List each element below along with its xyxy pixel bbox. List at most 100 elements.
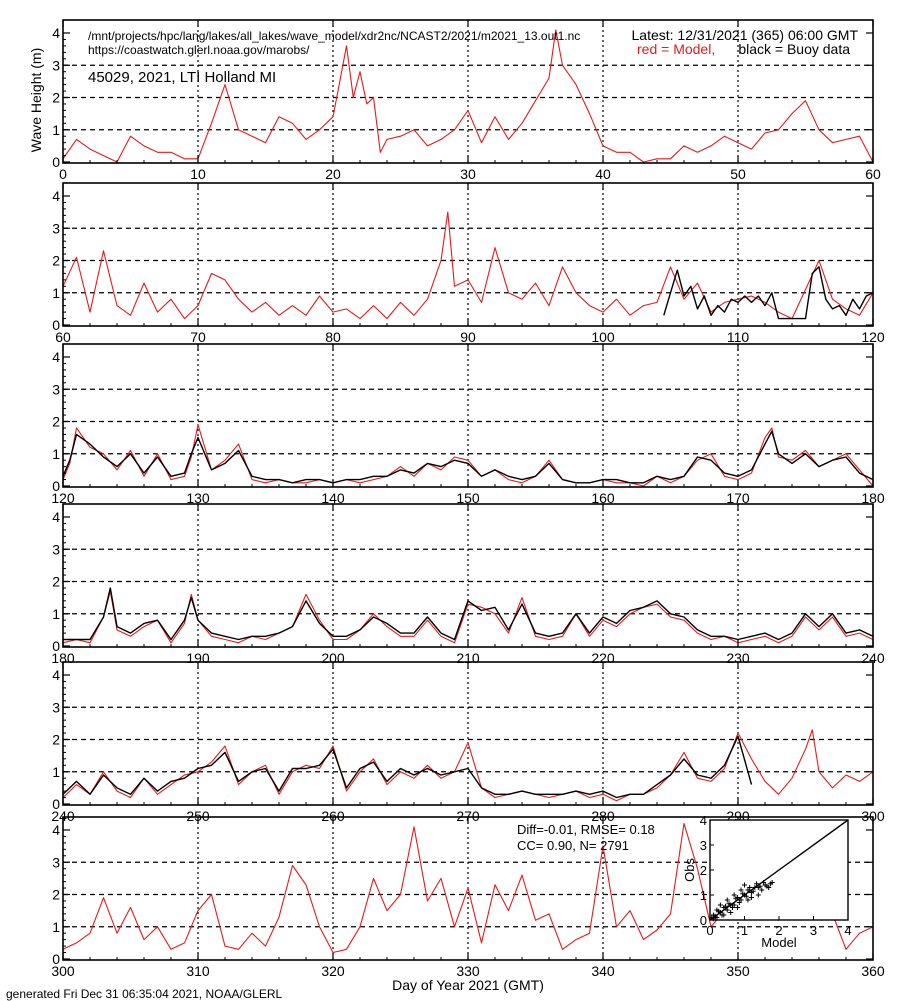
xtick-label: 160 [591, 490, 615, 506]
scatter-point [747, 885, 753, 890]
ytick-label: 4 [52, 349, 60, 365]
model-series-line [62, 424, 874, 487]
ytick-label: 1 [52, 764, 60, 780]
inset-ylabel: Obs [682, 858, 697, 882]
model-series-line [62, 211, 874, 320]
xtick-label: 320 [321, 963, 345, 979]
xtick-label: 340 [591, 963, 615, 979]
ytick-label: 2 [52, 90, 60, 106]
xtick-label: 120 [861, 329, 885, 345]
ytick-label: 2 [52, 732, 60, 748]
scatter-point [738, 887, 744, 893]
ytick-label: 3 [52, 220, 60, 236]
ytick-label: 4 [52, 509, 60, 525]
latest-timestamp: Latest: 12/31/2021 (365) 06:00 GMT [632, 27, 859, 43]
xtick-label: 330 [456, 963, 480, 979]
ytick-label: 3 [52, 381, 60, 397]
xtick-label: 100 [591, 329, 615, 345]
ytick-label: 0 [52, 638, 60, 654]
ytick-label: 4 [52, 822, 60, 838]
xtick-label: 350 [726, 963, 750, 979]
xtick-label: 30 [460, 166, 476, 182]
scatter-point [728, 910, 734, 915]
xtick-label: 70 [190, 329, 206, 345]
scatter-point [754, 881, 760, 887]
stats-line-1: Diff=-0.01, RMSE= 0.18 [517, 822, 655, 837]
ytick-label: 0 [52, 951, 60, 967]
xtick-label: 240 [51, 808, 75, 824]
scatter-point [731, 892, 737, 898]
scatter-point [755, 892, 761, 898]
buoy-series-line [663, 266, 874, 320]
scatter-inset: 0 1 2 3 4 0 1 2 3 4 Model Obs [682, 813, 852, 950]
xtick-label: 280 [591, 808, 615, 824]
ytick-label: 2 [52, 414, 60, 430]
buoy-series-line [63, 587, 874, 641]
scatter-point [729, 905, 735, 910]
xtick-label: 310 [186, 963, 210, 979]
xtick-label: 60 [865, 166, 881, 182]
scatter-point [759, 887, 765, 893]
inset-xtick-label: 2 [775, 923, 782, 938]
scatter-point [723, 903, 729, 909]
xtick-label: 250 [186, 808, 210, 824]
file-path-text: /mnt/projects/hpc/lang/lakes/all_lakes/w… [88, 29, 580, 43]
xtick-label: 80 [325, 329, 341, 345]
inset-ytick-label: 3 [700, 838, 707, 853]
scatter-point [764, 883, 770, 889]
station-title: 45029, 2021, LTI Holland MI [88, 69, 276, 86]
scatter-point [735, 905, 741, 910]
scatter-point [750, 888, 756, 894]
xtick-label: 260 [321, 808, 345, 824]
x-axis-label: Day of Year 2021 (GMT) [392, 977, 544, 993]
inset-xtick-label: 0 [706, 923, 713, 938]
ytick-label: 2 [52, 253, 60, 269]
scatter-point [748, 895, 754, 900]
scatter-point [743, 893, 749, 899]
panel-2: 0 1 2 3 4 60 70 80 90 100 110 120 [52, 182, 885, 345]
ytick-label: 1 [52, 122, 60, 138]
scatter-point [740, 891, 746, 897]
ytick-label: 3 [52, 57, 60, 73]
one-to-one-line [709, 819, 849, 921]
inset-xtick-label: 3 [810, 923, 817, 938]
xtick-label: 130 [186, 490, 210, 506]
xtick-label: 140 [321, 490, 345, 506]
ytick-label: 3 [52, 699, 60, 715]
scatter-point [757, 883, 763, 889]
scatter-point [717, 902, 723, 908]
ytick-label: 2 [52, 887, 60, 903]
source-url-text: https://coastwatch.glerl.noaa.gov/marobs… [88, 43, 310, 57]
ytick-label: 1 [52, 606, 60, 622]
inset-xtick-label: 4 [844, 923, 851, 938]
inset-ytick-label: 4 [700, 813, 707, 828]
xtick-label: 50 [730, 166, 746, 182]
scatter-point [724, 897, 730, 903]
ytick-label: 1 [52, 285, 60, 301]
xtick-label: 300 [51, 963, 75, 979]
ytick-label: 3 [52, 541, 60, 557]
model-series-line [62, 729, 874, 802]
buoy-series-line [62, 735, 753, 799]
scatter-point [719, 912, 725, 918]
legend-buoy: black = Buoy data [738, 41, 850, 57]
xtick-label: 270 [456, 808, 480, 824]
ytick-label: 2 [52, 574, 60, 590]
scatter-point [726, 901, 732, 907]
model-series-line [62, 29, 874, 163]
stats-line-2: CC= 0.90, N= 2791 [517, 838, 629, 853]
scatter-point [716, 908, 722, 914]
xtick-label: 120 [51, 490, 75, 506]
inset-xlabel: Model [761, 935, 797, 950]
ytick-label: 0 [52, 154, 60, 170]
panel-3: 0 1 2 3 4 120 130 140 150 160 170 180 [51, 343, 885, 506]
inset-ytick-label: 1 [700, 888, 707, 903]
ytick-label: 4 [52, 25, 60, 41]
inset-ytick-label: 0 [700, 913, 707, 928]
inset-xtick-label: 1 [741, 923, 748, 938]
ytick-label: 4 [52, 667, 60, 683]
